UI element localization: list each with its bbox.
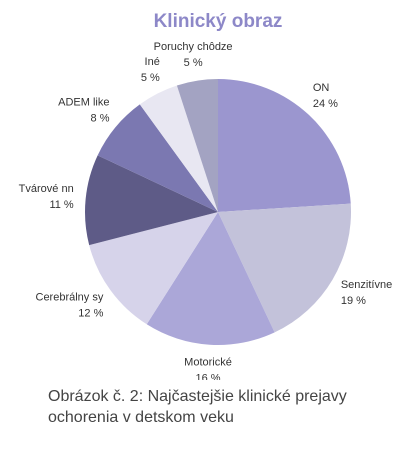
slice-label: Cerebrálny sy xyxy=(36,291,104,303)
pie-slice xyxy=(97,104,218,212)
pie-slice xyxy=(146,212,275,345)
slice-label: Senzitívne xyxy=(341,279,392,291)
pie-slice xyxy=(218,203,351,333)
slice-label: Poruchy chôdze xyxy=(154,41,233,53)
slice-value-label: 19 % xyxy=(341,295,366,307)
pie-slice xyxy=(218,79,351,212)
slice-label: ON xyxy=(313,82,330,94)
slice-label: Iné xyxy=(145,56,160,68)
pie-slice xyxy=(85,155,218,246)
slice-value-label: 16 % xyxy=(195,373,220,380)
slice-value-label: 24 % xyxy=(313,98,338,110)
slice-label: Motorické xyxy=(184,357,232,369)
slice-value-label: 11 % xyxy=(49,199,73,211)
slice-label: ADEM like xyxy=(58,97,109,109)
pie-slice xyxy=(176,79,218,212)
chart: Klinický obraz ON 24 % Senzitívne 19 % Motor… xyxy=(19,11,393,385)
slice-value-label: 5 % xyxy=(141,72,160,84)
slice-value-label: 8 % xyxy=(91,113,110,125)
pie-slice xyxy=(89,212,218,325)
slice-value-label: 5 % xyxy=(184,57,203,69)
slice-value-label: 12 % xyxy=(78,307,103,319)
chart-title: Klinický obraz xyxy=(154,11,283,32)
caption: Obrázok č. 2: Najčastejšie klinické prej… xyxy=(48,388,347,426)
slice-label: Tvárové nn xyxy=(19,183,74,195)
pie-slice xyxy=(139,85,218,212)
